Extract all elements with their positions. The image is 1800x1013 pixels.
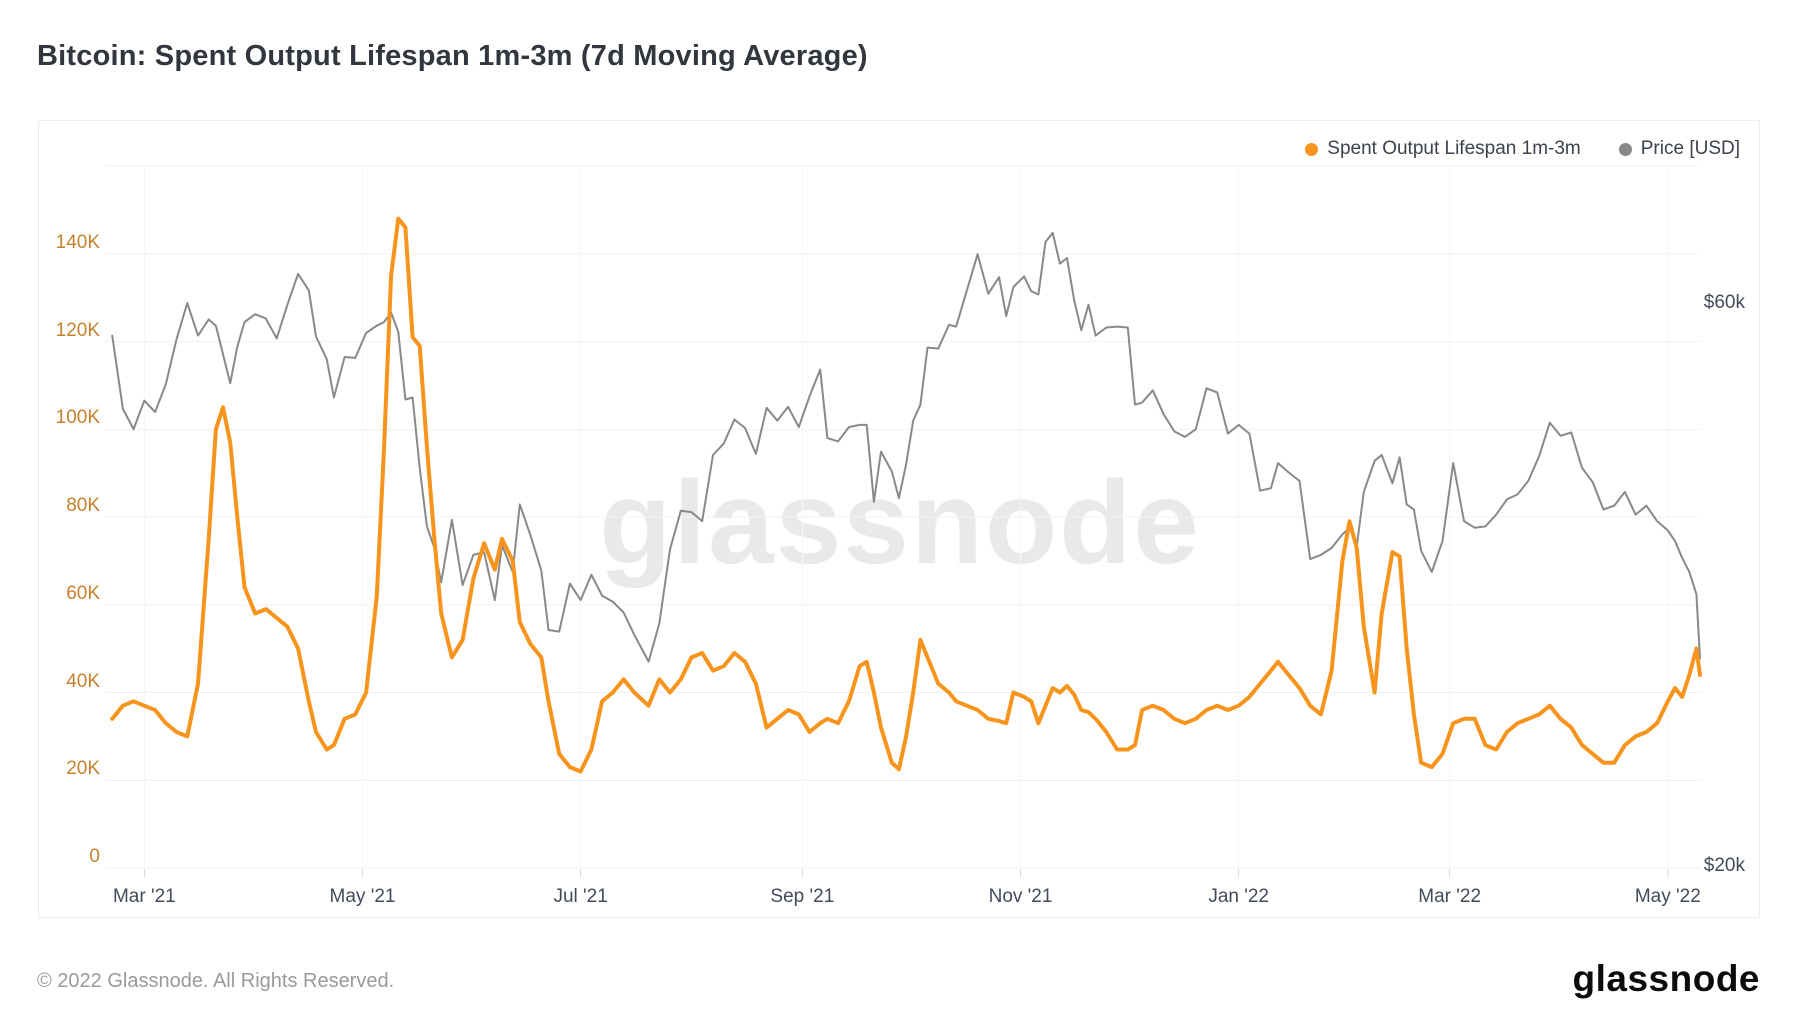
x-axis-tick-label: Nov '21 xyxy=(988,886,1053,907)
series-line-spent-output-lifespan[interactable] xyxy=(110,216,1702,774)
legend-item-price-usd[interactable]: Price [USD] xyxy=(1618,138,1740,160)
y-axis-tick-label-right: $60k xyxy=(1703,292,1745,313)
x-axis-tick-label: May '21 xyxy=(329,886,396,907)
x-axis-tick-label: Mar '21 xyxy=(112,886,176,907)
glassnode-watermark: glassnode xyxy=(599,457,1201,589)
y-axis-tick-label-left: 100K xyxy=(55,407,100,429)
chart-card[interactable] xyxy=(38,120,1760,918)
page-title: Bitcoin: Spent Output Lifespan 1m-3m (7d… xyxy=(37,40,868,72)
legend-dot-icon xyxy=(1305,142,1319,156)
legend-item-spent-output-lifespan[interactable]: Spent Output Lifespan 1m-3m xyxy=(1305,138,1581,160)
x-axis-tick-label: Jul '21 xyxy=(553,886,608,907)
y-axis-tick-label-left: 20K xyxy=(66,758,100,780)
copyright-text: © 2022 Glassnode. All Rights Reserved. xyxy=(37,970,395,992)
y-axis-tick-label-right: $20k xyxy=(1703,855,1745,876)
y-axis-tick-label-left: 80K xyxy=(66,495,100,516)
x-axis-tick-label: Sep '21 xyxy=(770,886,835,907)
legend-item-label: Price [USD] xyxy=(1640,138,1740,159)
x-axis-tick-label: May '22 xyxy=(1634,886,1701,907)
x-axis-tick-label: Jan '22 xyxy=(1208,886,1269,907)
legend-item-label: Spent Output Lifespan 1m-3m xyxy=(1327,138,1581,159)
y-axis-tick-label-left: 120K xyxy=(55,319,100,341)
series-line-price-usd[interactable] xyxy=(111,231,1701,663)
y-axis-tick-label-left: 140K xyxy=(55,231,100,253)
y-axis-tick-label-left: 60K xyxy=(66,582,100,604)
glassnode-logo[interactable]: glassnode xyxy=(1572,958,1760,999)
legend-dot-icon xyxy=(1618,142,1632,156)
y-axis-tick-label-left: 40K xyxy=(66,670,100,692)
y-axis-tick-label-left: 0 xyxy=(89,846,100,867)
x-axis-tick-label: Mar '22 xyxy=(1418,886,1482,907)
chart-legend: Spent Output Lifespan 1m-3m Price [USD] xyxy=(1305,138,1740,160)
